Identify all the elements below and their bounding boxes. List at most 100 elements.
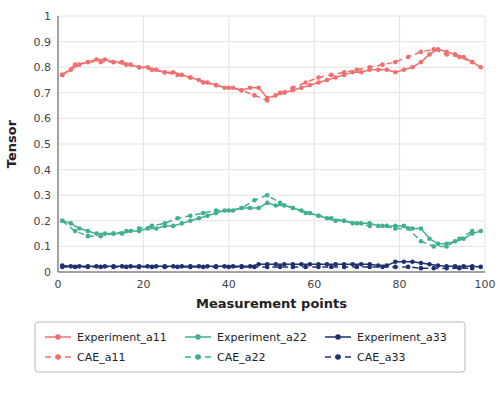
series-point [303, 265, 308, 270]
series-point [299, 85, 304, 90]
series-point [291, 265, 296, 270]
series-point [188, 213, 193, 218]
series-point [252, 265, 257, 270]
series-point [329, 73, 334, 78]
series-point [111, 60, 116, 65]
series-point [329, 216, 334, 221]
x-grid-line [485, 16, 486, 272]
series-point [137, 65, 142, 70]
series-point [188, 265, 193, 270]
legend-item: Experiment_a22 [185, 331, 307, 344]
legend-marker [335, 354, 341, 360]
series-point [308, 262, 313, 267]
series-point [393, 70, 398, 75]
legend-item: Experiment_a33 [325, 331, 447, 344]
series-point [291, 85, 296, 90]
legend-label: Experiment_a11 [77, 331, 167, 344]
series-point [252, 93, 257, 98]
series-point [73, 62, 78, 67]
series-point [359, 262, 364, 267]
series-point [239, 265, 244, 270]
series-point [355, 67, 360, 72]
series-point [402, 259, 407, 264]
series-point [427, 52, 432, 57]
series-point [188, 219, 193, 224]
series-point [393, 259, 398, 264]
x-axis-line [58, 272, 485, 273]
y-grid-line [58, 220, 485, 221]
legend-item: CAE_a33 [325, 351, 405, 364]
series-point [470, 229, 475, 234]
series-point [239, 88, 244, 93]
series-point [470, 60, 475, 65]
y-tick-label: 0.1 [34, 240, 52, 253]
series-point [436, 263, 441, 268]
series-point [333, 75, 338, 80]
series-point [444, 266, 449, 271]
y-grid-line [58, 272, 485, 273]
y-grid-line [58, 16, 485, 17]
series-point [162, 265, 167, 270]
series [60, 47, 475, 103]
series-point [69, 221, 74, 226]
series-point [291, 206, 296, 211]
series-point [60, 219, 65, 224]
series-point [103, 57, 108, 62]
y-tick-label: 0.5 [34, 138, 52, 151]
series-point [406, 226, 411, 231]
series-point [393, 226, 398, 231]
series-point [86, 60, 91, 65]
legend-marker [55, 334, 61, 340]
x-tick-label: 20 [136, 278, 150, 291]
series-point [73, 265, 78, 270]
series-point [427, 262, 432, 267]
series-point [86, 60, 91, 65]
series-point [162, 264, 167, 269]
series-point [150, 224, 155, 229]
series-point [291, 206, 296, 211]
series-point [367, 65, 372, 70]
legend-label: CAE_a22 [217, 351, 265, 364]
series-point [154, 226, 159, 231]
series-point [239, 206, 244, 211]
legend-label: Experiment_a22 [217, 331, 307, 344]
y-tick-label: 0.3 [34, 189, 52, 202]
series-point [265, 265, 270, 270]
legend-marker [195, 334, 201, 340]
series-point [175, 265, 180, 270]
grid [58, 16, 485, 272]
series-point [457, 55, 462, 60]
series-point [98, 265, 103, 270]
plot-area [60, 47, 483, 270]
series [60, 201, 483, 247]
series-point [98, 234, 103, 239]
series-point [60, 265, 65, 270]
x-grid-line [399, 16, 400, 272]
series-point [316, 213, 321, 218]
y-tick-label: 0.9 [34, 36, 52, 49]
series-point [419, 50, 424, 55]
series-point [256, 262, 261, 267]
series-point [470, 60, 475, 65]
x-grid-line [314, 16, 315, 272]
series-point [111, 60, 116, 65]
series-point [431, 244, 436, 249]
series-point [188, 75, 193, 80]
series-point [402, 67, 407, 72]
series-point [273, 203, 278, 208]
series-point [355, 221, 360, 226]
series-point [380, 62, 385, 67]
series-point [419, 60, 424, 65]
y-tick-label: 1 [44, 10, 51, 23]
series-point [214, 83, 219, 88]
x-axis-label: Measurement points [196, 296, 347, 311]
series-point [342, 219, 347, 224]
series-point [111, 231, 116, 236]
series-point [393, 265, 398, 270]
series-point [316, 265, 321, 270]
series-point [355, 265, 360, 270]
series-point [94, 57, 99, 62]
series-point [478, 65, 483, 70]
series-point [201, 265, 206, 270]
y-grid-line [58, 92, 485, 93]
